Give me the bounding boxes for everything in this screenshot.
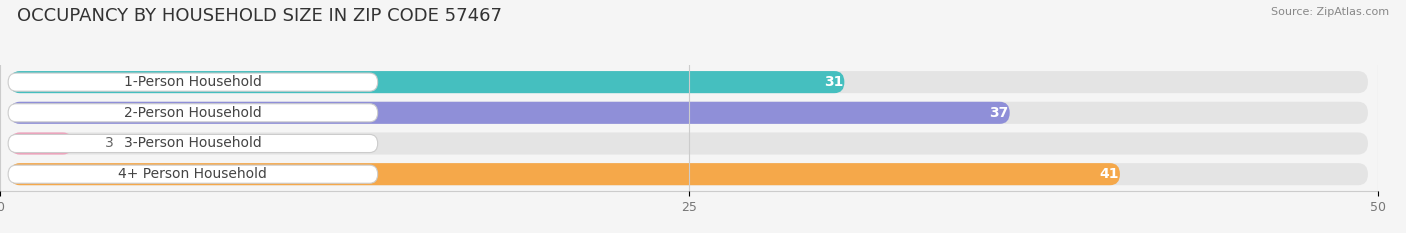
FancyBboxPatch shape xyxy=(8,165,378,183)
Text: 2-Person Household: 2-Person Household xyxy=(124,106,262,120)
Text: 3-Person Household: 3-Person Household xyxy=(124,137,262,151)
Text: OCCUPANCY BY HOUSEHOLD SIZE IN ZIP CODE 57467: OCCUPANCY BY HOUSEHOLD SIZE IN ZIP CODE … xyxy=(17,7,502,25)
Text: 31: 31 xyxy=(824,75,844,89)
FancyBboxPatch shape xyxy=(10,163,1368,185)
FancyBboxPatch shape xyxy=(8,104,378,122)
Text: 3: 3 xyxy=(104,137,114,151)
FancyBboxPatch shape xyxy=(10,132,1368,154)
Text: 4+ Person Household: 4+ Person Household xyxy=(118,167,267,181)
FancyBboxPatch shape xyxy=(10,102,1010,124)
Text: 1-Person Household: 1-Person Household xyxy=(124,75,262,89)
FancyBboxPatch shape xyxy=(10,132,73,154)
FancyBboxPatch shape xyxy=(8,73,378,91)
FancyBboxPatch shape xyxy=(10,163,1121,185)
Text: 37: 37 xyxy=(990,106,1008,120)
Text: 41: 41 xyxy=(1099,167,1119,181)
Text: Source: ZipAtlas.com: Source: ZipAtlas.com xyxy=(1271,7,1389,17)
FancyBboxPatch shape xyxy=(8,134,378,153)
FancyBboxPatch shape xyxy=(10,71,845,93)
FancyBboxPatch shape xyxy=(10,71,1368,93)
FancyBboxPatch shape xyxy=(10,102,1368,124)
